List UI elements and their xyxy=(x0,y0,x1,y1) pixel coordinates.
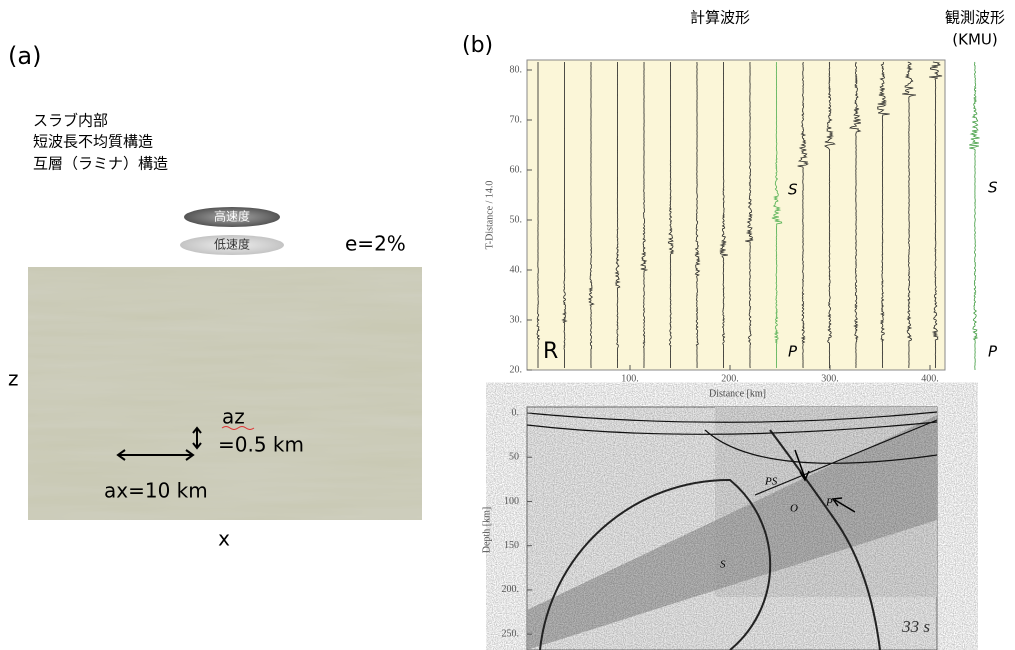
trace xyxy=(902,61,917,369)
phase-label: S xyxy=(788,181,798,199)
trace xyxy=(824,61,836,368)
perturbation: e=2% xyxy=(345,232,406,256)
x-tick-label: 300. xyxy=(821,373,839,384)
interface xyxy=(526,411,938,496)
trace xyxy=(614,61,621,369)
x-tick-label: 200. xyxy=(721,373,739,384)
description: 互層（ラミナ）構造 xyxy=(33,155,168,173)
y-tick-label: 200. xyxy=(502,584,520,595)
spell-underline xyxy=(221,426,255,430)
y-tick-label: 30. xyxy=(510,314,523,325)
phase-label: O xyxy=(790,503,798,515)
y-tick-label: 20. xyxy=(510,364,523,375)
y-tick-label: 60. xyxy=(510,164,523,175)
trace xyxy=(797,62,809,369)
trace xyxy=(561,62,568,368)
medium-texture xyxy=(28,267,422,520)
phase-label: S xyxy=(720,559,726,571)
x-axis-label: x xyxy=(218,527,230,551)
synthetic-title: 計算波形 xyxy=(690,9,750,27)
trace xyxy=(876,61,890,369)
trace xyxy=(667,61,675,369)
az-value: =0.5 km xyxy=(218,433,304,457)
y-tick-label: 80. xyxy=(510,64,523,75)
ax-label: ax=10 km xyxy=(104,479,208,503)
observed-title: (KMU) xyxy=(952,31,997,49)
phase-label: P xyxy=(825,497,833,509)
y-axis-label: Depth [km] xyxy=(481,507,492,553)
x-tick-label: 400. xyxy=(921,373,939,384)
trace xyxy=(969,61,980,370)
trace xyxy=(929,61,943,369)
phase-label: P xyxy=(988,343,998,361)
x-tick-label: 100. xyxy=(621,373,639,384)
plot-background xyxy=(526,59,946,371)
legend-high: 高速度 xyxy=(214,209,250,224)
observed-title: 観測波形 xyxy=(945,9,1005,27)
az-arrow xyxy=(192,426,202,450)
low-velocity-icon xyxy=(180,235,284,255)
trace xyxy=(536,62,541,368)
trace xyxy=(848,61,862,369)
trace xyxy=(694,61,701,369)
az-label: az xyxy=(222,405,245,429)
wavefront xyxy=(769,429,881,650)
y-tick-label: 150 xyxy=(504,540,519,551)
y-axis-label: T-Distance / 14.0 xyxy=(484,181,495,250)
time-label: 33 s xyxy=(901,617,930,636)
y-tick-label: 50. xyxy=(510,214,523,225)
trace xyxy=(639,61,649,369)
description: スラブ内部 xyxy=(33,112,108,130)
station-label: R xyxy=(543,339,558,364)
y-tick-label: 40. xyxy=(510,264,523,275)
grain xyxy=(527,407,937,650)
x-axis-label: Distance [km] xyxy=(709,388,766,399)
wavefront xyxy=(539,478,772,650)
legend-low: 低速度 xyxy=(214,237,250,252)
panel-label: (b) xyxy=(462,33,493,58)
y-tick-label: 50 xyxy=(509,452,519,463)
phase-label: S xyxy=(988,179,998,197)
ax-arrow xyxy=(116,449,195,461)
arrow xyxy=(794,449,856,513)
y-tick-label: 250. xyxy=(502,628,520,639)
phase-label: PS xyxy=(764,476,778,488)
z-axis-label: z xyxy=(8,367,19,391)
y-tick-label: 0. xyxy=(512,407,520,418)
phase-label: P xyxy=(788,343,798,361)
y-tick-label: 70. xyxy=(510,114,523,125)
trace xyxy=(745,62,754,369)
trace xyxy=(587,62,595,369)
trace xyxy=(719,62,728,369)
panel-label: (a) xyxy=(8,42,41,70)
trace xyxy=(771,61,783,369)
description: 短波長不均質構造 xyxy=(33,133,153,151)
y-tick-label: 100 xyxy=(504,496,519,507)
high-velocity-icon xyxy=(184,207,280,227)
